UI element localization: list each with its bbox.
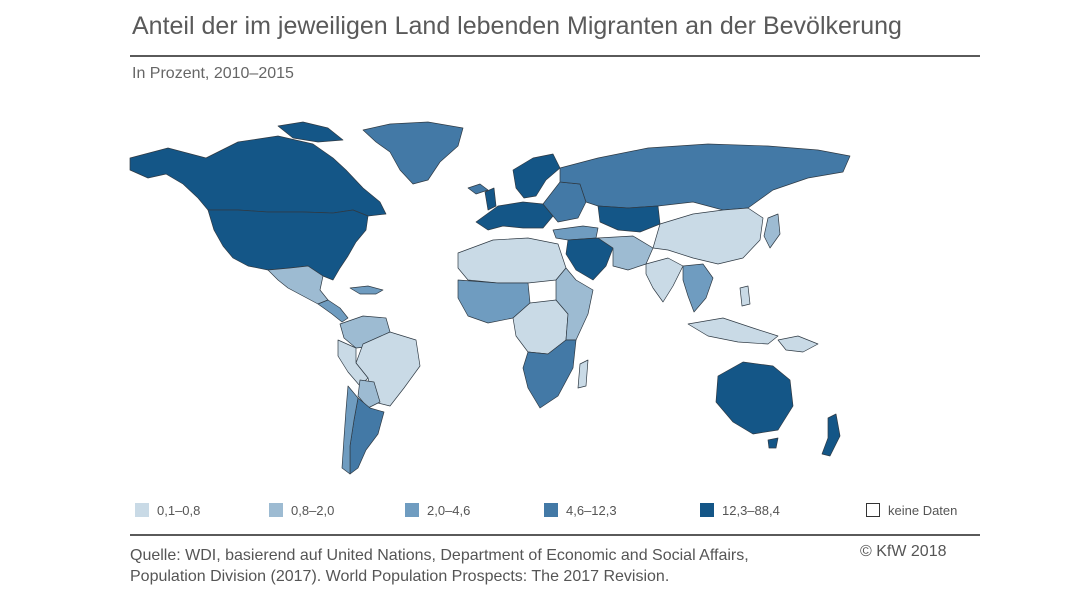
region-indonesia [687, 317, 779, 345]
region-usa [207, 209, 369, 281]
region-uk [484, 187, 497, 211]
region-southeast-asia [682, 263, 714, 313]
legend-label: 4,6–12,3 [566, 502, 617, 518]
legend-item: keine Daten [866, 500, 957, 520]
legend-swatch [700, 503, 714, 517]
legend-label: 12,3–88,4 [722, 502, 780, 518]
region-iran-pakistan [597, 235, 654, 271]
legend-swatch [405, 503, 419, 517]
legend-swatch [866, 503, 880, 517]
region-tasmania [767, 437, 779, 449]
world-map [129, 121, 851, 475]
region-greenland [362, 121, 464, 185]
region-india [645, 257, 684, 303]
region-north-africa [457, 237, 567, 284]
region-southern-africa [522, 339, 577, 409]
legend-label: 0,1–0,8 [157, 502, 201, 518]
legend-swatch [269, 503, 283, 517]
region-chile [341, 385, 359, 475]
region-turkey [552, 225, 599, 241]
legend-item: 4,6–12,3 [544, 500, 617, 520]
legend-label: 2,0–4,6 [427, 502, 471, 518]
region-east-africa [555, 267, 594, 341]
legend-label: 0,8–2,0 [291, 502, 335, 518]
region-bolivia-paraguay [357, 379, 381, 409]
chart-subtitle: In Prozent, 2010–2015 [132, 65, 294, 82]
legend-swatch [544, 503, 558, 517]
legend-label: keine Daten [888, 502, 958, 518]
legend-item: 2,0–4,6 [405, 500, 470, 520]
title-divider [130, 55, 980, 57]
footer-divider [130, 534, 980, 536]
source-note: Quelle: WDI, basierend auf United Nation… [130, 547, 749, 585]
region-central-america [317, 299, 349, 323]
legend-item: 12,3–88,4 [700, 500, 780, 520]
region-japan-korea [763, 213, 781, 249]
region-russia [559, 143, 851, 211]
region-scandinavia [512, 153, 561, 199]
copyright-note: © KfW 2018 [860, 543, 947, 560]
legend-item: 0,8–2,0 [269, 500, 334, 520]
region-central-asia [597, 205, 661, 233]
legend-item: 0,1–0,8 [135, 500, 200, 520]
region-alaska-canada [129, 135, 387, 217]
region-new-zealand [821, 413, 841, 457]
chart-title: Anteil der im jeweiligen Land lebenden M… [132, 12, 902, 40]
region-western-europe [475, 201, 554, 231]
region-caribbean [349, 285, 384, 295]
legend-swatch [135, 503, 149, 517]
region-new-guinea [777, 335, 819, 353]
region-middle-east [565, 237, 614, 281]
region-australia [715, 361, 794, 435]
map-legend: 0,1–0,8 0,8–2,0 2,0–4,6 4,6–12,3 12,3–88… [0, 500, 1080, 522]
region-china [652, 207, 764, 265]
region-madagascar [577, 359, 589, 389]
region-philippines [739, 285, 751, 307]
region-iceland [467, 183, 489, 195]
region-arctic-islands [277, 121, 344, 143]
